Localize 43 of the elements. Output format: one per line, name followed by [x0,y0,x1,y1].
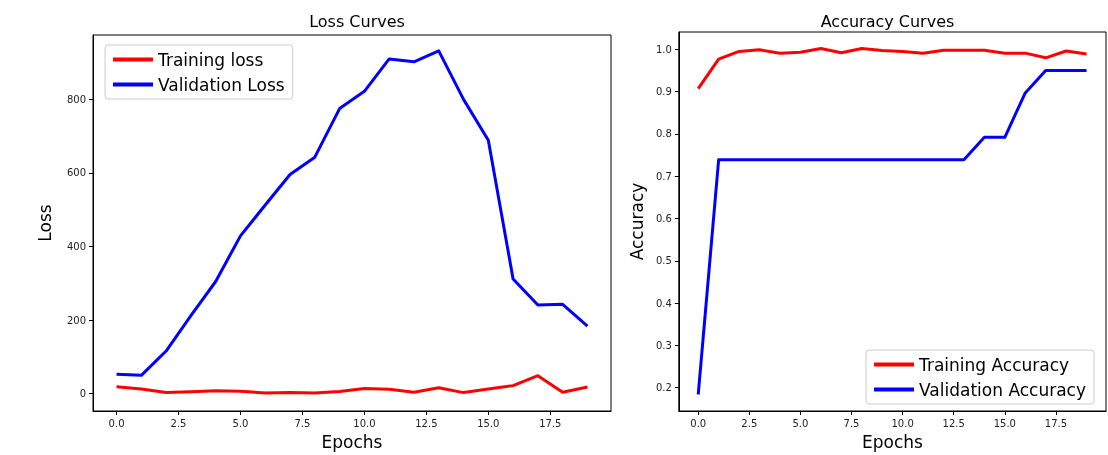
y-tick-label: 0.6 [655,213,672,225]
y-axis-title: Loss [34,204,55,242]
x-tick-label: 15.0 [993,417,1016,429]
y-tick-label: 600 [66,167,86,179]
legend-label: Validation Loss [158,74,285,95]
line-series [696,47,1089,91]
x-tick-label: 15.0 [477,417,500,429]
x-tick-label: 17.5 [1044,417,1068,429]
x-tick-label: 10.0 [891,417,914,429]
y-tick-label: 0.7 [655,170,672,182]
legend-label: Validation Accuracy [919,379,1087,400]
y-tick-label: 800 [66,93,86,105]
x-tick-label: 2.5 [741,417,758,429]
x-tick-label: 12.5 [415,417,438,429]
y-tick-label: 200 [66,314,86,326]
x-tick-label: 12.5 [942,417,965,429]
y-tick-label: 0.4 [655,297,672,309]
y-tick-label: 1.0 [655,43,672,55]
y-tick-label: 400 [66,241,86,253]
y-tick-label: 0.3 [655,339,672,351]
x-tick-label: 2.5 [170,417,187,429]
x-tick-label: 7.5 [843,417,860,429]
y-tick-label: 0.2 [655,382,672,394]
x-tick-label: 0.0 [690,417,707,429]
y-axis-title: Accuracy [626,182,647,261]
x-tick-label: 5.0 [232,417,249,429]
y-tick-label: 0.5 [655,255,672,267]
legend-label: Training loss [157,49,264,70]
x-axis-title: Epochs [321,431,383,452]
line-series [115,49,589,377]
x-tick-label: 17.5 [539,417,562,429]
legend-label: Training Accuracy [918,354,1070,375]
x-tick-label: 7.5 [294,417,311,429]
y-tick-label: 0.8 [655,128,672,140]
y-tick-label: 0.9 [655,86,672,98]
y-tick-label: 0 [79,388,86,400]
x-axis-title: Epochs [861,431,923,452]
chart-title: Loss Curves [309,11,405,31]
x-tick-label: 10.0 [353,417,376,429]
x-tick-label: 5.0 [792,417,809,429]
line-series [115,374,589,395]
x-tick-label: 0.0 [108,417,125,429]
chart-title: Accuracy Curves [820,11,955,31]
